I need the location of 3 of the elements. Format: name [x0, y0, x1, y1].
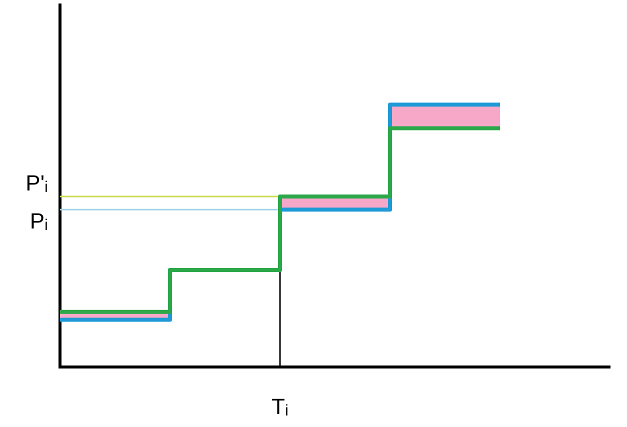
text: Tᵢ [272, 394, 288, 420]
ref-line-label: Pᵢ [30, 208, 48, 234]
ref-line-label: P'ᵢ [26, 170, 48, 196]
